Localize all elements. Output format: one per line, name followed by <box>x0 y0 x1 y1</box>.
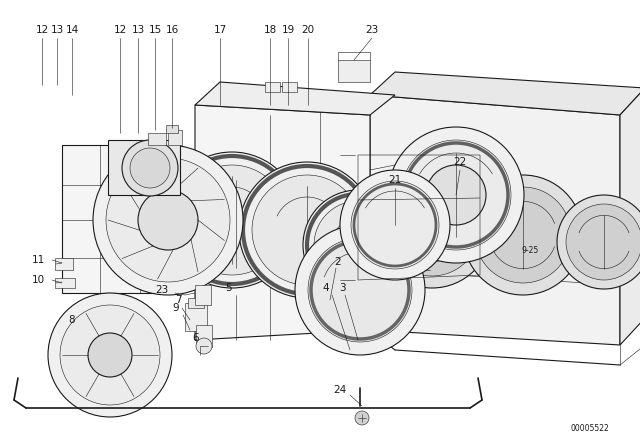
Circle shape <box>177 165 287 275</box>
Text: 00005522: 00005522 <box>571 423 609 432</box>
Bar <box>188 298 204 308</box>
Circle shape <box>401 140 511 250</box>
Circle shape <box>372 168 492 288</box>
Bar <box>168 130 182 145</box>
Bar <box>108 140 180 195</box>
Text: 22: 22 <box>453 157 467 167</box>
Circle shape <box>308 238 412 342</box>
Text: 8: 8 <box>68 315 76 325</box>
Circle shape <box>566 204 640 280</box>
Text: 6: 6 <box>193 333 199 343</box>
Text: 2: 2 <box>335 257 341 267</box>
Circle shape <box>314 201 402 289</box>
Bar <box>338 60 370 82</box>
Bar <box>185 303 207 331</box>
Text: 16: 16 <box>165 25 179 35</box>
Text: 11: 11 <box>31 255 45 265</box>
Text: 21: 21 <box>388 175 402 185</box>
Circle shape <box>351 181 439 269</box>
Circle shape <box>295 225 425 355</box>
Bar <box>148 133 166 145</box>
Circle shape <box>60 305 160 405</box>
Circle shape <box>122 140 178 196</box>
Bar <box>166 125 178 133</box>
Text: 3: 3 <box>339 283 346 293</box>
Text: 4: 4 <box>323 283 330 293</box>
Circle shape <box>252 175 362 285</box>
Circle shape <box>106 158 230 282</box>
Text: 7: 7 <box>175 295 181 305</box>
Polygon shape <box>620 88 640 345</box>
Bar <box>195 285 211 305</box>
Text: 9-25: 9-25 <box>522 246 539 254</box>
Bar <box>62 145 180 293</box>
Polygon shape <box>195 82 395 115</box>
Circle shape <box>557 195 640 289</box>
Text: 15: 15 <box>148 25 162 35</box>
Circle shape <box>239 162 375 298</box>
Bar <box>196 325 212 347</box>
Circle shape <box>48 293 172 417</box>
Bar <box>55 278 75 288</box>
Text: 13: 13 <box>131 25 145 35</box>
Text: 24: 24 <box>333 385 347 395</box>
Text: 17: 17 <box>213 25 227 35</box>
Circle shape <box>426 165 486 225</box>
Circle shape <box>196 338 212 354</box>
Polygon shape <box>370 72 640 115</box>
Bar <box>55 258 73 270</box>
Bar <box>282 82 297 92</box>
Circle shape <box>355 411 369 425</box>
Bar <box>265 82 280 92</box>
Text: 13: 13 <box>51 25 63 35</box>
Circle shape <box>130 148 170 188</box>
Circle shape <box>340 170 450 280</box>
Circle shape <box>388 127 524 263</box>
Circle shape <box>88 333 132 377</box>
Circle shape <box>303 190 413 300</box>
Text: 12: 12 <box>113 25 127 35</box>
Text: 9: 9 <box>173 303 179 313</box>
Circle shape <box>164 152 300 288</box>
Circle shape <box>93 145 243 295</box>
Polygon shape <box>370 95 620 345</box>
Text: 14: 14 <box>65 25 79 35</box>
Circle shape <box>463 175 583 295</box>
Text: 5: 5 <box>225 283 231 293</box>
Text: 18: 18 <box>264 25 276 35</box>
Polygon shape <box>195 105 370 340</box>
Circle shape <box>384 180 480 276</box>
Text: 20: 20 <box>301 25 315 35</box>
Text: 19: 19 <box>282 25 294 35</box>
Circle shape <box>138 190 198 250</box>
Text: 23: 23 <box>156 285 168 295</box>
Circle shape <box>475 187 571 283</box>
Text: 23: 23 <box>365 25 379 35</box>
Text: 10: 10 <box>31 275 45 285</box>
Text: 12: 12 <box>35 25 49 35</box>
